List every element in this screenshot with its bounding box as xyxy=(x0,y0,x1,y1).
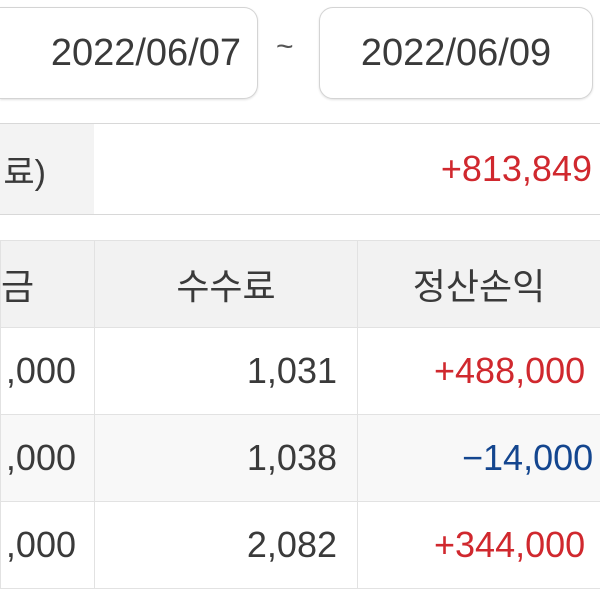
fee-cell: 1,031 xyxy=(94,327,358,415)
amount-cell: ,000 xyxy=(0,501,95,589)
table-row[interactable]: ,000 1,031 +488,000 xyxy=(0,327,600,415)
end-date-value: 2022/06/09 xyxy=(360,31,552,74)
start-date-field[interactable]: 2022/06/07 xyxy=(0,7,258,99)
settlement-table: 금 수수료 정산손익 ,000 1,031 +488,000 ,000 1,03… xyxy=(0,240,600,589)
summary-total-pnl: +813,849 xyxy=(440,148,592,189)
start-date-value: 2022/06/07 xyxy=(50,31,241,74)
table-row[interactable]: ,000 1,038 −14,000 xyxy=(0,414,600,502)
table-header: 금 수수료 정산손익 xyxy=(0,240,600,328)
pnl-cell: −14,000 xyxy=(357,414,600,502)
summary-label: 료) xyxy=(0,124,94,214)
pnl-cell: +488,000 xyxy=(357,327,600,415)
end-date-field[interactable]: 2022/06/09 xyxy=(319,7,593,99)
fee-cell: 1,038 xyxy=(94,414,358,502)
fee-cell: 2,082 xyxy=(94,501,358,589)
header-amount: 금 xyxy=(0,240,95,328)
header-pnl: 정산손익 xyxy=(357,240,600,328)
summary-row: 료) +813,849 xyxy=(0,123,600,215)
pnl-cell: +344,000 xyxy=(357,501,600,589)
table-row[interactable]: ,000 2,082 +344,000 xyxy=(0,501,600,589)
amount-cell: ,000 xyxy=(0,414,95,502)
header-fee: 수수료 xyxy=(94,240,358,328)
amount-cell: ,000 xyxy=(0,327,95,415)
date-range-separator: ~ xyxy=(276,30,294,63)
